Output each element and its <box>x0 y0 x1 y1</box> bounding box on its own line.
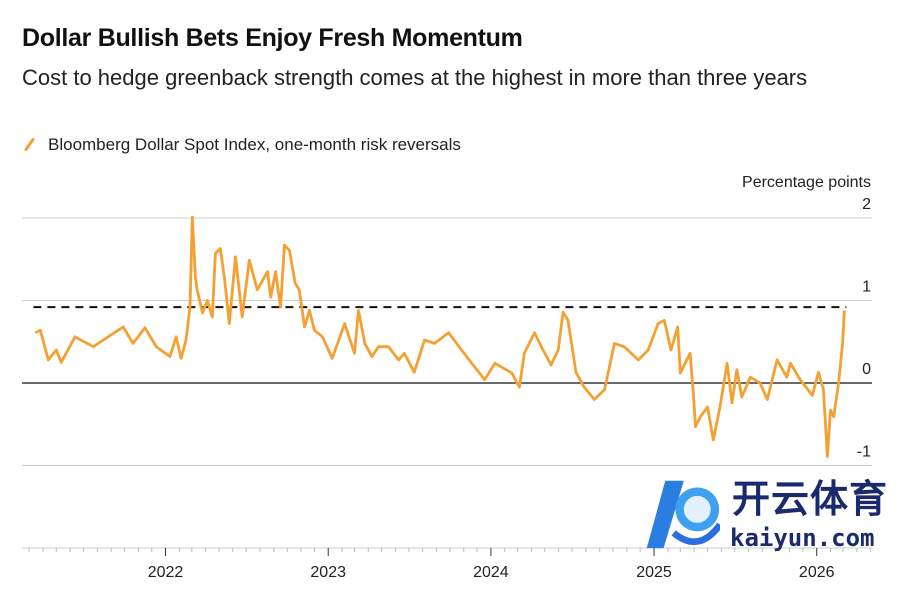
legend-label: Bloomberg Dollar Spot Index, one-month r… <box>48 135 461 154</box>
chart-title: Dollar Bullish Bets Enjoy Fresh Momentum <box>22 24 523 52</box>
y-tick-label: 2 <box>862 196 871 213</box>
y-tick-label: 0 <box>862 361 871 378</box>
y-axis-label: Percentage points <box>742 174 871 191</box>
x-tick-label: 2024 <box>473 564 509 581</box>
x-tick-label: 2025 <box>636 564 672 581</box>
watermark-logo-icon <box>646 480 720 549</box>
y-tick-label: -1 <box>857 444 871 461</box>
chart-subtitle: Cost to hedge greenback strength comes a… <box>22 65 808 90</box>
watermark-text-en: kaiyun.com <box>730 524 875 552</box>
y-tick-label: 1 <box>862 279 871 296</box>
watermark: 开云体育 kaiyun.com <box>640 474 920 558</box>
x-tick-label: 2026 <box>799 564 835 581</box>
series-line <box>34 215 846 458</box>
watermark-text-cn: 开云体育 <box>732 479 889 521</box>
x-tick-label: 2022 <box>148 564 184 581</box>
x-tick-label: 2023 <box>310 564 346 581</box>
legend: Bloomberg Dollar Spot Index, one-month r… <box>22 135 461 155</box>
